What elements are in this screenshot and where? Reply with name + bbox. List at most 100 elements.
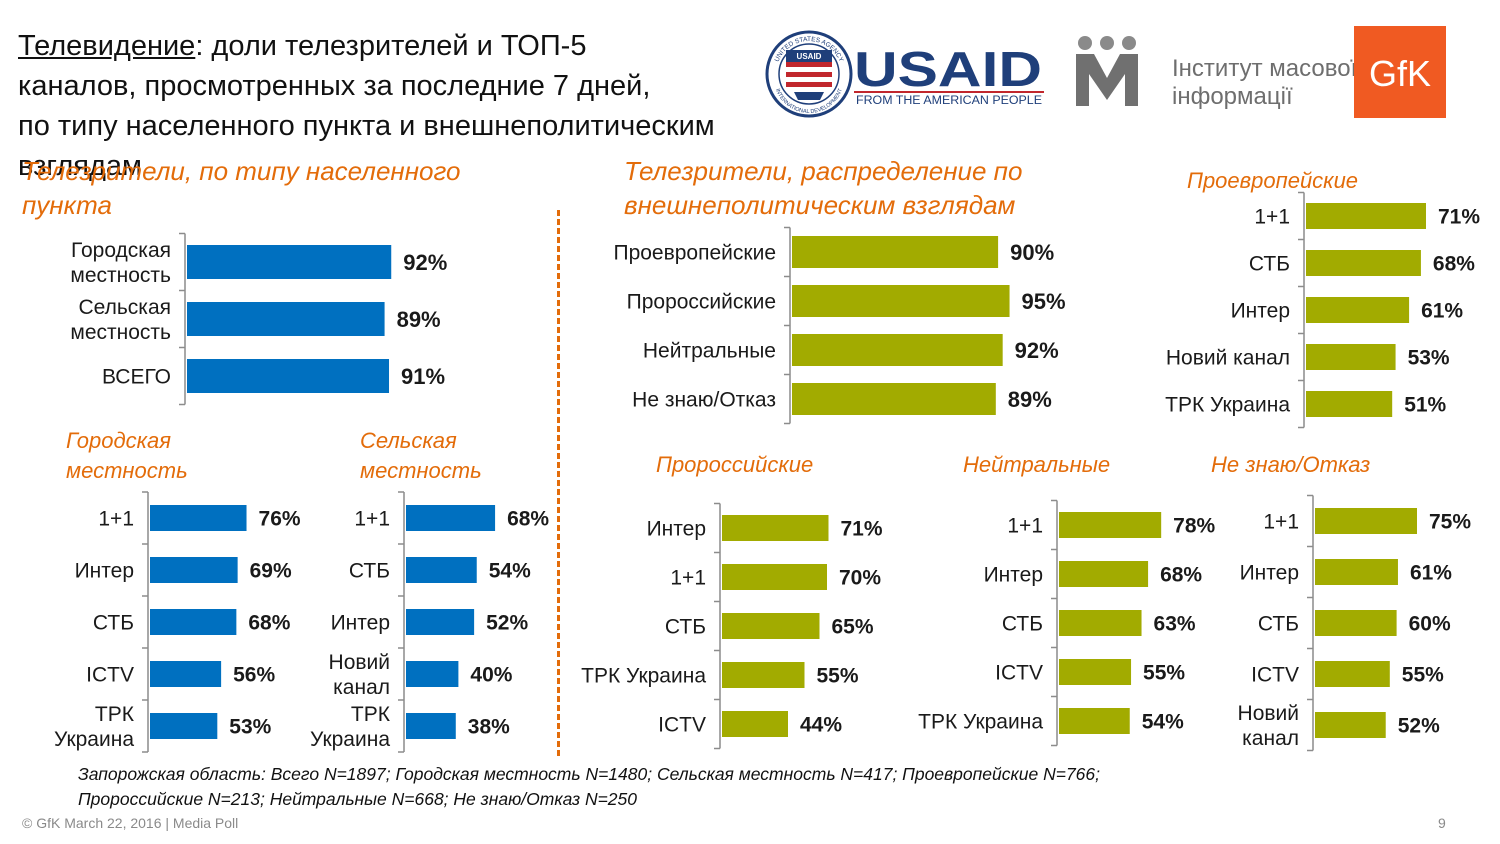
value-label: 60% [1409, 613, 1451, 636]
bar [406, 505, 496, 531]
bar [150, 557, 238, 583]
section-settlement-title: Телезрители, по типу населенного пункта [22, 156, 461, 220]
value-label: 90% [1010, 240, 1054, 265]
bar [792, 236, 999, 268]
category-label: местность [70, 321, 171, 344]
bar [722, 662, 805, 688]
category-label: Городская [71, 239, 171, 262]
category-label: 1+1 [98, 508, 134, 531]
bar [1315, 559, 1398, 585]
bar [1315, 712, 1386, 738]
category-label: Новий [1238, 702, 1299, 725]
category-label: ICTV [995, 662, 1043, 685]
bar [1306, 297, 1410, 323]
bar [1059, 659, 1132, 685]
category-label: ICTV [86, 664, 134, 687]
value-label: 76% [259, 508, 301, 531]
category-label: ТРК Украина [918, 711, 1043, 734]
sample-note-line2: Пророссийские N=213; Нейтральные N=668; … [78, 789, 638, 809]
section-foreign-policy-title: Телезрители, распределение по внешнеполи… [624, 156, 1023, 220]
bar [150, 713, 218, 739]
title-underlined: Телевидение [18, 30, 196, 62]
title-line1-rest: : доли телезрителей и ТОП-5 [195, 30, 587, 62]
value-label: 71% [1438, 206, 1480, 229]
title-line3: по типу населенного пункта и внешнеполит… [18, 110, 715, 182]
category-label: канал [333, 676, 390, 699]
category-label: Интер [75, 560, 134, 583]
value-label: 53% [229, 716, 271, 739]
value-label: 52% [1398, 715, 1440, 738]
chart-settlement-total: 92%Городскаяместность89%Сельскаяместност… [70, 232, 447, 406]
bar [792, 383, 996, 415]
category-label: ICTV [1251, 664, 1299, 687]
value-label: 91% [401, 364, 445, 389]
chart-pro-european-top5: 71% 1+1 68% СТБ 61% Интер 53% Новий канал 51% ТРК… [1165, 191, 1480, 429]
value-label: 51% [1404, 394, 1446, 417]
value-label: 55% [1143, 662, 1185, 685]
chart-title-rural: Сельская местность [360, 428, 482, 483]
bar [406, 713, 456, 739]
category-label: канал [1242, 727, 1299, 750]
bar [1315, 661, 1390, 687]
value-label: 44% [800, 714, 842, 737]
value-label: 55% [1402, 664, 1444, 687]
chart-title-pro-european: Проевропейские [1187, 168, 1359, 193]
gfk-logo-icon [1354, 26, 1446, 118]
chart-title-dont-know: Не знаю/Отказ [1211, 452, 1371, 477]
value-label: 52% [486, 612, 528, 635]
category-label: Интер [647, 518, 706, 541]
value-label: 92% [403, 250, 447, 275]
slide-title: Телевидение: доли телезрителей и ТОП-5 к… [18, 26, 778, 186]
chart-title-neutral: Нейтральные [963, 452, 1111, 477]
category-label: Украина [54, 728, 134, 751]
footer-copyright: © GfK March 22, 2016 | Media Poll [22, 815, 239, 831]
chart-neutral-top5: 78% 1+1 68% Интер 63% СТБ 55% ICTV 54% ТРК Украин… [918, 499, 1216, 747]
value-label: 68% [507, 508, 549, 531]
value-label: 56% [233, 664, 275, 687]
usaid-seal-center-text: USAID [797, 52, 822, 61]
category-label: 1+1 [354, 508, 390, 531]
value-label: 89% [397, 307, 441, 332]
bar [722, 515, 829, 541]
value-label: 54% [1142, 711, 1184, 734]
bar [722, 564, 827, 590]
category-label: СТБ [1258, 613, 1299, 636]
category-label: 1+1 [1007, 515, 1043, 538]
value-label: 89% [1008, 387, 1052, 412]
bar [1306, 344, 1396, 370]
imi-name-line1: Інститут масової [1172, 55, 1358, 82]
category-label: Интер [331, 612, 390, 635]
category-label: Интер [1240, 562, 1299, 585]
usaid-tagline: FROM THE AMERICAN PEOPLE [856, 95, 1042, 107]
gfk-logo-text: GfK [1369, 53, 1431, 94]
bar [150, 609, 237, 635]
bar [1059, 708, 1130, 734]
value-label: 95% [1022, 289, 1066, 314]
imi-name-line2: інформації [1172, 83, 1293, 110]
value-label: 75% [1429, 511, 1471, 534]
imi-logo-icon [1076, 36, 1138, 106]
value-label: 53% [1408, 347, 1450, 370]
value-label: 68% [1433, 253, 1475, 276]
category-label: Проевропейские [613, 242, 776, 265]
chart-title-urban: Городская местность [66, 428, 188, 483]
bar [1315, 508, 1417, 534]
partner-logos: UNITED STATES AGENCY INTERNATIONAL DEVEL… [765, 26, 1446, 118]
value-label: 92% [1015, 338, 1059, 363]
value-label: 38% [468, 716, 510, 739]
category-label: Украина [310, 728, 390, 751]
category-label: Новий [329, 651, 390, 674]
bar [1315, 610, 1397, 636]
category-label: Интер [984, 564, 1043, 587]
value-label: 68% [248, 612, 290, 635]
page-number: 9 [1438, 815, 1446, 831]
bar [1059, 512, 1162, 538]
value-label: 61% [1410, 562, 1452, 585]
category-label: ТРК Украина [1165, 394, 1290, 417]
category-label: 1+1 [1263, 511, 1299, 534]
value-label: 78% [1173, 515, 1215, 538]
category-label: ICTV [658, 714, 706, 737]
category-label: ТРК Украина [581, 665, 706, 688]
